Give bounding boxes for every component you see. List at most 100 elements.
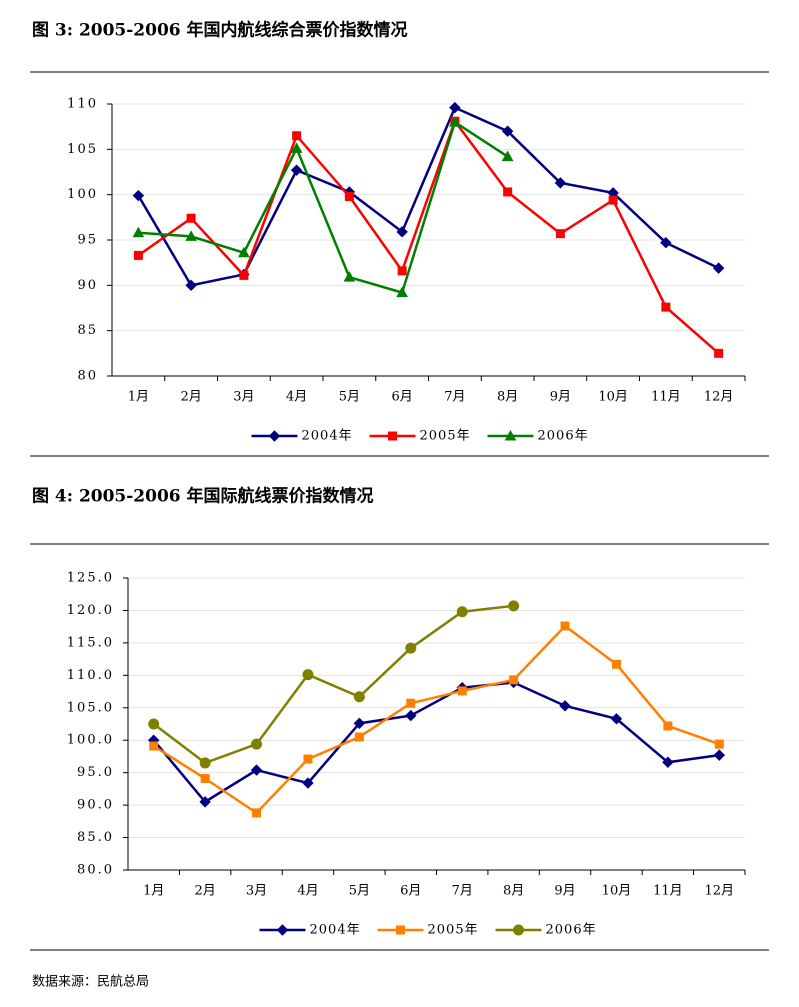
series-line bbox=[152, 681, 720, 804]
data-point bbox=[661, 302, 671, 312]
y-tick-label: 90 bbox=[77, 278, 98, 293]
y-tick-label: 85 bbox=[77, 323, 98, 338]
y-tick-label: 85.0 bbox=[77, 830, 114, 845]
x-tick-label: 1月 bbox=[128, 390, 149, 405]
y-tick-label: 120.0 bbox=[67, 603, 114, 618]
x-tick-label: 11月 bbox=[651, 390, 681, 405]
legend-label: 2005年 bbox=[428, 923, 479, 938]
data-point bbox=[449, 101, 461, 114]
x-tick-label: 12月 bbox=[705, 884, 735, 899]
y-tick-label: 105 bbox=[67, 142, 98, 157]
data-point bbox=[353, 691, 365, 703]
data-point bbox=[200, 774, 210, 784]
data-point bbox=[132, 189, 145, 202]
data-point bbox=[456, 606, 468, 618]
data-point bbox=[290, 164, 303, 176]
x-tick-label: 11月 bbox=[653, 884, 683, 899]
y-tick-label: 100.0 bbox=[67, 733, 114, 748]
legend-marker bbox=[513, 924, 524, 936]
data-point bbox=[611, 659, 621, 669]
legend-label: 2004年 bbox=[310, 923, 361, 938]
data-point bbox=[714, 739, 724, 749]
x-tick-label: 7月 bbox=[444, 390, 465, 405]
figure-title: 图 3: 2005-2006 年国内航线综合票价指数情况 bbox=[32, 20, 408, 41]
y-tick-label: 90.0 bbox=[77, 798, 114, 813]
data-point bbox=[406, 698, 416, 708]
y-tick-label: 95.0 bbox=[77, 765, 114, 780]
data-point bbox=[663, 721, 673, 731]
data-point bbox=[555, 229, 565, 239]
data-point bbox=[560, 621, 570, 631]
legend-marker bbox=[268, 430, 281, 442]
data-point bbox=[559, 700, 571, 712]
x-tick-label: 12月 bbox=[704, 390, 734, 405]
x-tick-label: 10月 bbox=[598, 390, 628, 405]
data-point bbox=[250, 764, 263, 776]
series-line bbox=[138, 120, 509, 295]
legend-label: 2006年 bbox=[538, 429, 589, 444]
data-point bbox=[343, 271, 356, 282]
x-tick-label: 3月 bbox=[246, 884, 267, 899]
data-point bbox=[712, 262, 725, 274]
data-point bbox=[509, 675, 519, 685]
data-point bbox=[303, 754, 313, 764]
x-tick-label: 2月 bbox=[180, 390, 201, 405]
source-note: 数据来源：民航总局 bbox=[32, 974, 149, 990]
data-point bbox=[302, 669, 314, 681]
x-tick-label: 4月 bbox=[297, 884, 318, 899]
data-point bbox=[186, 213, 196, 223]
data-point bbox=[660, 237, 672, 249]
legend-label: 2005年 bbox=[420, 429, 471, 444]
data-point bbox=[199, 796, 211, 808]
x-tick-label: 9月 bbox=[554, 884, 575, 899]
data-point bbox=[239, 270, 249, 280]
x-tick-label: 3月 bbox=[233, 390, 254, 405]
y-tick-label: 110.0 bbox=[67, 668, 114, 683]
data-point bbox=[608, 195, 618, 205]
data-point bbox=[251, 738, 263, 750]
data-point bbox=[396, 226, 408, 238]
data-point bbox=[501, 150, 514, 162]
data-point bbox=[148, 718, 160, 730]
x-tick-label: 6月 bbox=[391, 390, 412, 405]
x-tick-label: 1月 bbox=[143, 884, 164, 899]
x-tick-label: 8月 bbox=[503, 884, 524, 899]
x-tick-label: 5月 bbox=[349, 884, 370, 899]
data-point bbox=[132, 226, 145, 238]
data-point bbox=[662, 756, 674, 768]
data-point bbox=[353, 717, 366, 730]
y-tick-label: 80 bbox=[77, 369, 98, 384]
data-point bbox=[397, 266, 407, 276]
y-tick-label: 125.0 bbox=[67, 571, 114, 586]
data-point bbox=[501, 125, 514, 137]
data-point bbox=[457, 686, 467, 696]
data-point bbox=[290, 142, 303, 153]
data-point bbox=[185, 279, 197, 292]
x-tick-label: 8月 bbox=[497, 390, 518, 405]
data-point bbox=[238, 246, 250, 258]
data-point bbox=[714, 348, 724, 358]
figure-title: 图 4: 2005-2006 年国际航线票价指数情况 bbox=[32, 486, 374, 507]
legend-marker bbox=[396, 925, 405, 935]
data-point bbox=[405, 709, 417, 722]
data-point bbox=[199, 757, 211, 769]
legend-label: 2006年 bbox=[546, 923, 597, 938]
data-point bbox=[185, 230, 197, 241]
data-point bbox=[449, 116, 461, 127]
data-point bbox=[503, 187, 513, 197]
y-tick-label: 100 bbox=[67, 187, 98, 202]
series-line bbox=[137, 105, 720, 287]
x-tick-label: 5月 bbox=[339, 390, 360, 405]
y-tick-label: 110 bbox=[67, 97, 98, 112]
data-point bbox=[149, 741, 159, 751]
series-line bbox=[152, 604, 514, 765]
x-tick-label: 4月 bbox=[286, 390, 307, 405]
data-point bbox=[405, 642, 417, 654]
data-point bbox=[344, 191, 354, 201]
data-point bbox=[610, 713, 623, 725]
x-tick-label: 6月 bbox=[400, 884, 421, 899]
data-point bbox=[713, 749, 725, 761]
data-point bbox=[252, 808, 262, 818]
legend-label: 2004年 bbox=[302, 429, 353, 444]
